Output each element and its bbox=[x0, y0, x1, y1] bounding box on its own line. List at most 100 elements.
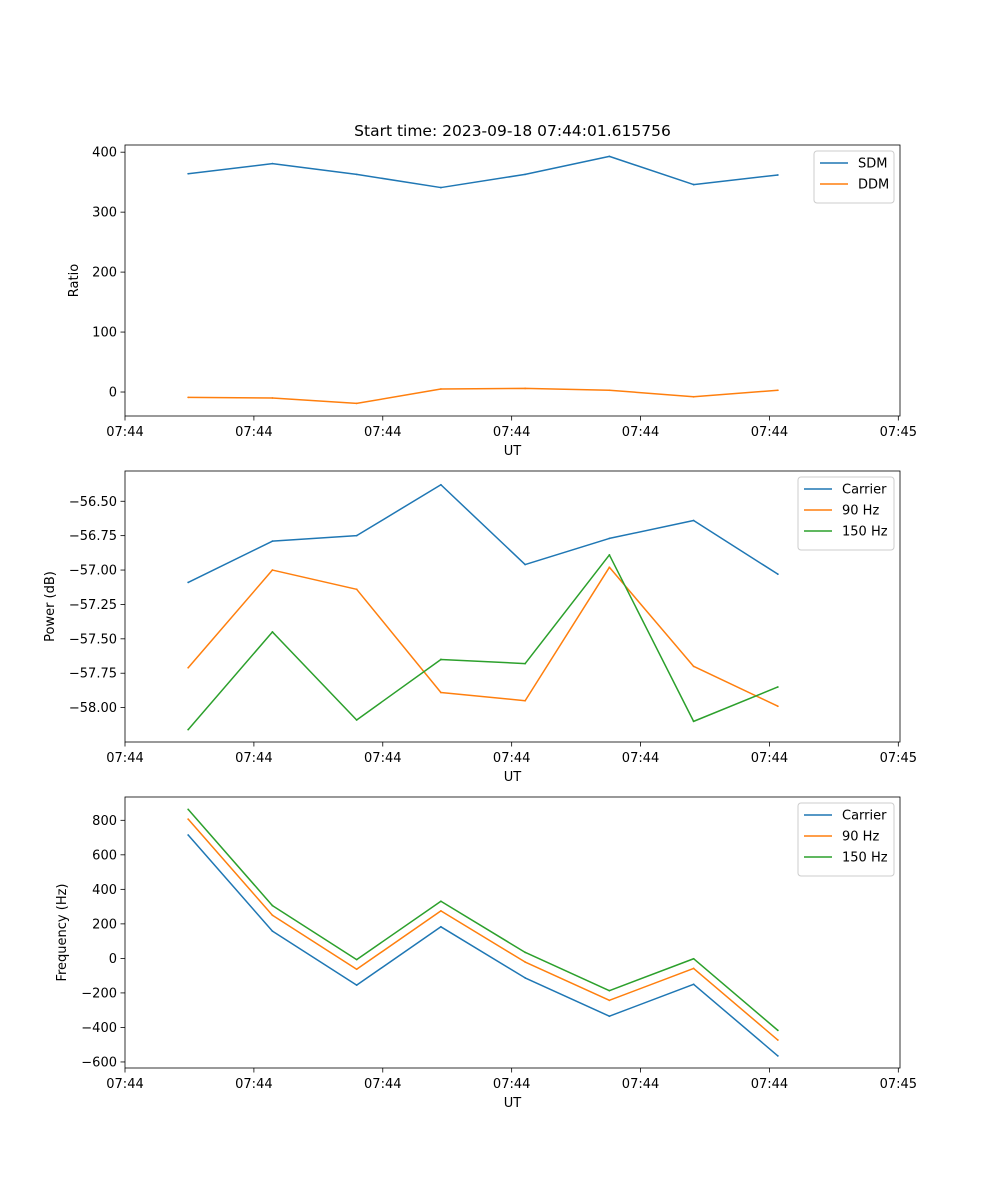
data-point bbox=[187, 818, 190, 820]
data-point bbox=[608, 537, 611, 540]
legend-label: DDM bbox=[858, 178, 889, 193]
x-tick-label: 07:44 bbox=[493, 751, 530, 766]
axes-frame bbox=[124, 144, 901, 417]
series-line-150-hz bbox=[187, 554, 779, 731]
data-point bbox=[440, 925, 442, 928]
data-point bbox=[524, 951, 527, 954]
axes-frame bbox=[124, 470, 901, 743]
x-tick-label: 07:44 bbox=[493, 1077, 530, 1092]
data-point bbox=[187, 728, 190, 731]
data-point bbox=[355, 173, 358, 176]
data-point bbox=[608, 999, 611, 1002]
x-tick-label: 07:44 bbox=[364, 1077, 401, 1092]
data-point bbox=[776, 1029, 779, 1032]
data-point bbox=[440, 658, 442, 661]
data-point bbox=[440, 186, 442, 189]
y-tick-label: −57.25 bbox=[69, 598, 117, 613]
x-tick-label: 07:44 bbox=[364, 425, 401, 440]
legend-label: 90 Hz bbox=[842, 830, 879, 845]
data-point bbox=[271, 162, 274, 165]
y-tick-label: −57.00 bbox=[69, 564, 117, 579]
y-tick-label: −600 bbox=[81, 1055, 117, 1070]
data-point bbox=[187, 581, 190, 584]
data-point bbox=[187, 172, 190, 175]
data-point bbox=[608, 989, 611, 992]
data-point bbox=[187, 666, 190, 669]
series-line-sdm bbox=[188, 155, 778, 189]
data-point bbox=[271, 540, 274, 543]
data-point bbox=[355, 534, 358, 537]
x-tick-label: 07:44 bbox=[622, 1077, 659, 1092]
x-tick-label: 07:44 bbox=[751, 1077, 788, 1092]
data-point bbox=[776, 705, 779, 708]
legend-label: 150 Hz bbox=[842, 851, 888, 866]
data-point bbox=[608, 155, 611, 158]
y-tick-label: −400 bbox=[81, 1021, 117, 1036]
data-point bbox=[608, 566, 611, 569]
legend-label: 150 Hz bbox=[842, 525, 888, 540]
y-tick-label: 200 bbox=[92, 266, 117, 281]
frequency-panel: 07:44 07:44 07:44 07:44 07:44 07:44 07:45 −600 −… bbox=[55, 796, 917, 1111]
y-tick-label: −56.75 bbox=[69, 529, 117, 544]
x-tick-label: 07:44 bbox=[751, 751, 788, 766]
data-point bbox=[692, 957, 695, 960]
y-tick-label: 400 bbox=[92, 146, 117, 161]
data-point bbox=[524, 977, 527, 979]
data-point bbox=[524, 961, 527, 963]
data-point bbox=[355, 968, 358, 971]
data-point bbox=[776, 174, 779, 176]
data-point bbox=[692, 183, 695, 186]
data-point bbox=[271, 904, 274, 907]
y-tick-label: 300 bbox=[92, 206, 117, 221]
data-point bbox=[692, 720, 695, 723]
data-point bbox=[608, 554, 611, 556]
y-axis-label: Ratio bbox=[67, 264, 82, 297]
data-point bbox=[187, 834, 190, 836]
y-tick-label: 100 bbox=[92, 326, 117, 341]
data-point bbox=[524, 173, 527, 176]
x-tick-label: 07:44 bbox=[235, 1077, 272, 1092]
x-tick-label: 07:44 bbox=[106, 751, 143, 766]
data-point bbox=[608, 389, 611, 392]
y-tick-label: −56.50 bbox=[69, 495, 117, 510]
data-point bbox=[271, 930, 274, 933]
series-line-90-hz bbox=[187, 818, 779, 1041]
data-point bbox=[524, 662, 527, 665]
x-axis-label: UT bbox=[504, 444, 522, 459]
data-point bbox=[355, 984, 358, 987]
x-tick-label: 07:45 bbox=[880, 425, 917, 440]
data-point bbox=[776, 1055, 779, 1057]
series-line-ddm bbox=[188, 387, 778, 405]
data-point bbox=[271, 631, 274, 633]
data-point bbox=[692, 983, 695, 986]
y-tick-label: 800 bbox=[92, 814, 117, 829]
data-point bbox=[271, 569, 274, 571]
y-tick-label: 200 bbox=[92, 917, 117, 932]
data-point bbox=[692, 665, 695, 668]
x-axis-label: UT bbox=[504, 1096, 522, 1111]
legend-label: Carrier bbox=[842, 809, 887, 824]
figure-title: Start time: 2023-09-18 07:44:01.615756 bbox=[354, 122, 671, 140]
x-tick-label: 07:44 bbox=[622, 751, 659, 766]
x-tick-label: 07:44 bbox=[106, 425, 143, 440]
x-tick-label: 07:45 bbox=[880, 751, 917, 766]
data-point bbox=[440, 900, 442, 903]
y-tick-label: 600 bbox=[92, 848, 117, 863]
axes-frame bbox=[124, 796, 901, 1069]
data-point bbox=[355, 588, 358, 591]
x-tick-label: 07:44 bbox=[493, 425, 530, 440]
data-point bbox=[271, 397, 274, 399]
series-line-carrier bbox=[187, 484, 779, 584]
data-point bbox=[187, 396, 190, 399]
x-tick-label: 07:44 bbox=[751, 425, 788, 440]
x-tick-label: 07:44 bbox=[106, 1077, 143, 1092]
series-line-carrier bbox=[187, 834, 779, 1057]
ratio-panel: 07:44 07:44 07:44 07:44 07:44 07:44 07:45 0 100 2… bbox=[67, 144, 917, 459]
data-point bbox=[776, 1039, 779, 1041]
data-point bbox=[524, 699, 527, 702]
data-point bbox=[524, 563, 527, 566]
legend-label: SDM bbox=[858, 157, 887, 172]
data-point bbox=[440, 910, 442, 912]
x-tick-label: 07:44 bbox=[364, 751, 401, 766]
y-axis-label: Power (dB) bbox=[43, 571, 58, 642]
